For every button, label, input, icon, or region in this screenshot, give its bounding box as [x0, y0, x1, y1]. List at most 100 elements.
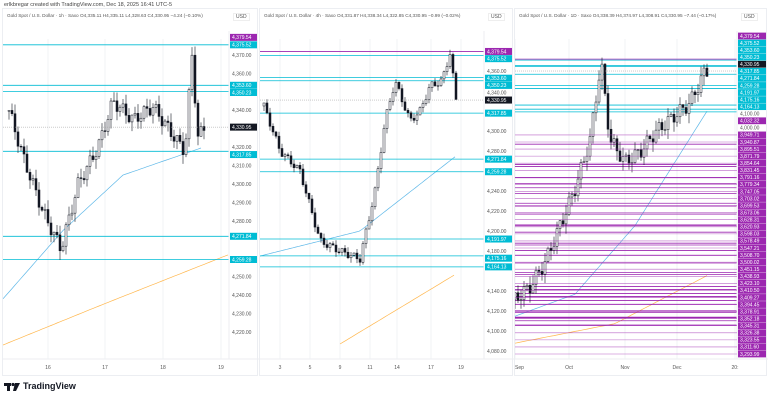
- svg-text:3,409.27: 3,409.27: [740, 295, 760, 301]
- candle: [385, 109, 389, 134]
- svg-text:4,240.00: 4,240.00: [232, 293, 252, 299]
- level-price-label: 3,949.71: [738, 131, 766, 139]
- candle: [172, 129, 176, 148]
- candle: [585, 146, 589, 171]
- svg-text:4,259.28: 4,259.28: [487, 170, 507, 176]
- svg-text:4,271.84: 4,271.84: [487, 157, 507, 163]
- chart-panel-1h[interactable]: Gold Spot / U.S. Dollar · 1h · Saxo O4,3…: [2, 8, 259, 376]
- price-chart[interactable]: 4,379.544,375.52 4,360.004,353.604,350.23…: [260, 9, 514, 375]
- candle: [106, 115, 110, 136]
- candle: [531, 275, 535, 294]
- level-price-label: 4,350.23: [485, 81, 512, 89]
- candle: [645, 129, 649, 157]
- candle: [133, 106, 137, 119]
- svg-text:3,620.93: 3,620.93: [740, 225, 760, 231]
- candle: [268, 107, 272, 131]
- candle: [280, 143, 284, 157]
- time-axis-label: Oct: [565, 365, 573, 371]
- price-chart[interactable]: 4,379.54 4,375.52 4,370.00 4,360.00 4,353.60…: [3, 9, 259, 375]
- level-price-label: 4,271.84: [230, 232, 257, 240]
- level-price-label: 3,598.03: [738, 230, 766, 238]
- candle: [49, 216, 53, 243]
- candle: [412, 113, 416, 124]
- chart-panel-1d[interactable]: Gold Spot / U.S. Dollar · 1D · Saxo O4,3…: [514, 8, 768, 376]
- brand-name: TradingView: [23, 381, 76, 391]
- currency-selector[interactable]: USD: [488, 13, 505, 21]
- level-price-label: 4,350.23: [738, 53, 766, 61]
- candle: [145, 98, 149, 118]
- svg-text:4,340.00: 4,340.00: [487, 90, 507, 96]
- candle: [394, 79, 398, 97]
- candle: [663, 120, 667, 136]
- candle: [370, 202, 374, 226]
- candle: [361, 241, 365, 265]
- svg-text:4,120.00: 4,120.00: [487, 309, 507, 315]
- level-price-label: 4,164.13: [738, 103, 766, 110]
- svg-text:3,326.38: 3,326.38: [740, 331, 760, 337]
- price-axis-tick: 4,220.00: [487, 209, 507, 215]
- level-price-label: 4,191.97: [738, 89, 766, 96]
- candle: [397, 81, 401, 91]
- candle: [379, 147, 383, 174]
- candle: [310, 195, 314, 215]
- currency-selector[interactable]: USD: [741, 13, 758, 21]
- candle: [187, 87, 191, 147]
- svg-text:3,578.49: 3,578.49: [740, 239, 760, 245]
- candle: [13, 104, 17, 140]
- svg-text:3,508.70: 3,508.70: [740, 253, 760, 259]
- level-price-label: 4,175.16: [485, 254, 512, 262]
- level-price-label: 3,451.15: [738, 265, 766, 273]
- candle: [651, 130, 655, 152]
- candle: [528, 276, 532, 303]
- time-axis-label: 18: [160, 365, 166, 371]
- svg-text:4,240.00: 4,240.00: [487, 189, 507, 195]
- candle: [421, 100, 425, 113]
- candle: [690, 86, 694, 107]
- level-price-label: 3,620.93: [738, 223, 766, 231]
- candle: [684, 100, 688, 117]
- candle: [540, 261, 544, 281]
- candle: [136, 104, 140, 129]
- candle: [430, 81, 434, 92]
- level-price-label: 4,259.28: [230, 255, 257, 263]
- candle: [373, 186, 377, 210]
- candle: [157, 95, 161, 122]
- candle: [573, 185, 577, 203]
- svg-text:4,353.60: 4,353.60: [740, 48, 760, 54]
- svg-text:4,330.95: 4,330.95: [487, 98, 507, 104]
- svg-text:4,375.52: 4,375.52: [232, 43, 252, 49]
- time-axis-label: 20:: [732, 365, 739, 371]
- moving-average-slow-line: [515, 275, 708, 344]
- candle: [7, 110, 11, 120]
- svg-text:3,438.93: 3,438.93: [740, 274, 760, 280]
- level-price-label: 4,379.54: [738, 32, 766, 40]
- price-axis-tick: 4,300.00: [487, 129, 507, 135]
- candle: [391, 87, 395, 106]
- level-price-label: 4,164.13: [485, 263, 512, 271]
- chart-panel-4h[interactable]: Gold Spot / U.S. Dollar · 4h · Saxo O4,3…: [259, 8, 514, 376]
- tradingview-logo[interactable]: TradingView: [4, 381, 76, 392]
- price-axis-tick: 4,340.00: [487, 90, 507, 96]
- svg-text:4,164.13: 4,164.13: [487, 265, 507, 271]
- candle: [702, 64, 706, 86]
- candle: [73, 194, 77, 222]
- svg-text:4,280.00: 4,280.00: [232, 219, 252, 225]
- svg-text:3,949.71: 3,949.71: [740, 133, 760, 139]
- price-axis-tick: 4,140.00: [487, 289, 507, 295]
- candle: [352, 252, 356, 257]
- currency-selector[interactable]: USD: [233, 13, 250, 21]
- price-chart[interactable]: 4,379.544,375.524,353.604,350.234,330.95…: [515, 9, 768, 375]
- candle: [97, 138, 101, 159]
- price-axis-tick: 4,360.00: [232, 71, 252, 77]
- svg-text:4,317.85: 4,317.85: [740, 69, 760, 75]
- candle: [699, 66, 703, 98]
- level-price-label: 4,353.60: [485, 74, 512, 82]
- level-price-label: 3,326.38: [738, 329, 766, 337]
- price-axis-tick: 4,240.00: [232, 293, 252, 299]
- candle: [630, 152, 634, 173]
- candle: [94, 150, 98, 169]
- candle: [427, 83, 431, 104]
- svg-text:4,180.00: 4,180.00: [487, 249, 507, 255]
- svg-text:4,259.28: 4,259.28: [232, 257, 252, 263]
- svg-text:3,628.31: 3,628.31: [740, 218, 760, 224]
